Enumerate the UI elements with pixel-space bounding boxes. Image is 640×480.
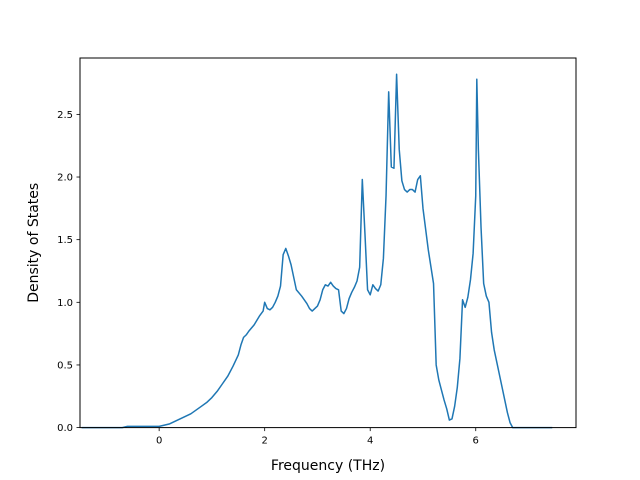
x-axis-ticks: 0 2 4 6 xyxy=(156,427,479,447)
y-axis-label: Density of States xyxy=(26,183,42,303)
x-tick-label: 0 xyxy=(156,436,162,447)
dos-series-line-0 xyxy=(81,73,553,429)
y-tick-label: 2.5 xyxy=(57,110,73,121)
x-axis-label: Frequency (THz) xyxy=(271,458,385,474)
x-tick-label: 2 xyxy=(261,436,267,447)
y-tick-label: 0.5 xyxy=(57,360,73,371)
y-tick-label: 0.0 xyxy=(57,423,73,434)
y-tick-label: 2.0 xyxy=(57,173,73,184)
y-tick-label: 1.5 xyxy=(57,235,73,246)
x-tick-label: 4 xyxy=(367,436,373,447)
y-tick-label: 1.0 xyxy=(57,298,73,309)
axes-frame xyxy=(79,57,577,429)
y-axis-ticks: 0.0 0.5 1.0 1.5 2.0 2.5 xyxy=(57,110,80,434)
x-tick-label: 6 xyxy=(473,436,479,447)
plot-area xyxy=(81,73,553,429)
